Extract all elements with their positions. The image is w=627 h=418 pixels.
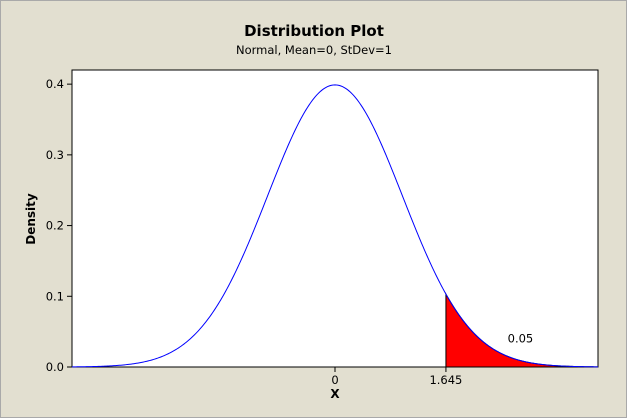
chart-subtitle: Normal, Mean=0, StDev=1 — [236, 43, 392, 57]
plot-area — [71, 69, 599, 368]
y-tick-label: 0.1 — [46, 289, 64, 303]
area-label: 0.05 — [508, 331, 534, 345]
y-tick-label: 0.0 — [46, 360, 64, 374]
y-tick-label: 0.4 — [46, 77, 64, 91]
density-curve — [71, 84, 599, 368]
x-axis-label: X — [330, 387, 340, 401]
chart-title: Distribution Plot — [244, 22, 384, 40]
y-tick-label: 0.3 — [46, 148, 64, 162]
y-tick-label: 0.2 — [46, 219, 64, 233]
x-tick-label: 1.645 — [429, 373, 462, 387]
x-tick-label: 0 — [331, 373, 338, 387]
y-axis-label: Density — [24, 193, 38, 245]
